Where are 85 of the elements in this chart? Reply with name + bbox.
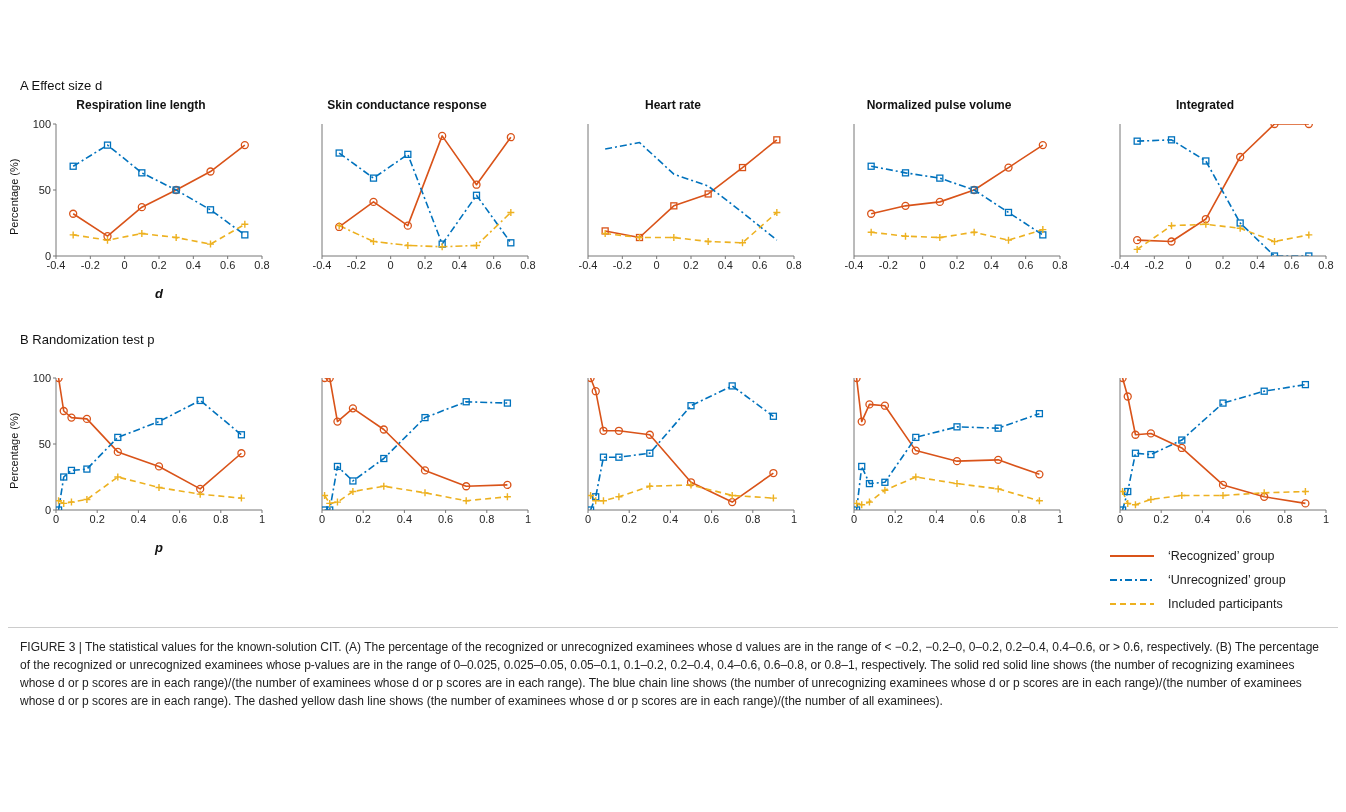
x-tick-label: 1	[524, 512, 532, 525]
x-tick-label: 0.8	[1011, 512, 1027, 525]
y-axis-title: Percentage (%)	[7, 158, 20, 235]
x-tick-label: 0.8	[213, 512, 229, 525]
x-tick-label: 0.8	[1318, 258, 1334, 271]
chart-title: Heart rate	[644, 98, 702, 114]
x-tick-label: 0.8	[1277, 512, 1293, 525]
x-tick-label: 0.8	[786, 258, 802, 271]
y-tick-label: 0	[44, 249, 51, 262]
legend-label: ‘Recognized’ group	[1168, 549, 1275, 563]
legend-label: Included participants	[1168, 597, 1283, 611]
x-tick-label: 0.8	[479, 512, 495, 525]
x-tick-label: 0.2	[1153, 512, 1169, 525]
x-tick-label: 0.6	[969, 512, 986, 525]
x-tick-label: 0.6	[703, 512, 720, 525]
x-tick-label: 0.4	[983, 258, 999, 271]
chart-title: Normalized pulse volume	[865, 98, 1013, 114]
x-tick-label: 0	[121, 258, 128, 271]
x-tick-label: 1	[790, 512, 798, 525]
x-tick-label: 0	[850, 512, 858, 525]
x-tick-label: -0.4	[578, 258, 598, 271]
y-tick-label: 50	[38, 437, 51, 450]
x-tick-label: 0.4	[451, 258, 467, 271]
x-tick-label: 0.6	[171, 512, 188, 525]
x-tick-label: 1	[1322, 512, 1330, 525]
text: B Randomization test p	[20, 332, 155, 347]
caption: FIGURE 3 | The statistical values for the known-solution CIT. (A) The percentage of the recognized or unrecognized examinees whose d values are in the range of < −0.2, −0.2–0, 0–0.2, 0.2–0.4, 0.4–0.6, or > 0.6, respectively. (B) The percentage of the recognized or unrecognized examinees whose p-values are in the range of 0–0.025, 0.025–0.05, 0.05–0.1, 0.1–0.2, 0.2–0.4, 0.4–0.6, 0.6–0.8, or 0.8–1, respectively. The solid red solid line shows (the number of recognizing examinees whose d or p scores are in each range)/(the number of examinees whose d or p scores are in each range). The blue chain line shows (the number of unrecognizing examinees whose d or p scores are in each range)/(the number of examinees whose d or p scores are in each range). The dashed yellow dash line shows (the number of examinees whose d or p scores are in each range)/(the number of all examinees).	[20, 639, 1320, 710]
x-tick-label: 0.8	[520, 258, 536, 271]
x-tick-label: 1	[258, 512, 266, 525]
x-tick-label: 0	[387, 258, 394, 271]
x-tick-label: 0.6	[752, 258, 768, 271]
x-tick-label: 0.8	[1052, 258, 1068, 271]
x-tick-label: 1	[1056, 512, 1064, 525]
x-axis-title: p	[154, 540, 164, 555]
x-tick-label: 0.2	[89, 512, 105, 525]
y-tick-label: 0	[44, 503, 51, 516]
x-tick-label: 0.6	[1018, 258, 1034, 271]
x-tick-label: 0.6	[1235, 512, 1252, 525]
chart-title: Respiration line length	[75, 98, 207, 114]
chart-title: Integrated	[1175, 98, 1235, 114]
legend-label: ‘Unrecognized’ group	[1168, 573, 1286, 587]
x-tick-label: 0.8	[254, 258, 270, 271]
y-axis-title: Percentage (%)	[7, 412, 20, 489]
x-tick-label: 0	[584, 512, 592, 525]
x-tick-label: -0.2	[878, 258, 898, 271]
x-tick-label: 0.2	[887, 512, 903, 525]
text: A Effect size d	[20, 78, 103, 93]
chart-title: Skin conductance response	[326, 98, 488, 114]
x-tick-label: 0.4	[717, 258, 733, 271]
x-tick-label: 0.4	[928, 512, 945, 525]
x-tick-label: 0.6	[1284, 258, 1300, 271]
x-tick-label: 0.4	[1194, 512, 1211, 525]
x-tick-label: -0.4	[1110, 258, 1130, 271]
x-tick-label: 0.4	[396, 512, 413, 525]
x-tick-label: 0	[1185, 258, 1192, 271]
x-tick-label: 0.6	[220, 258, 236, 271]
x-tick-label: 0.2	[949, 258, 965, 271]
x-tick-label: 0.4	[662, 512, 679, 525]
x-tick-label: 0.4	[185, 258, 201, 271]
y-tick-label: 50	[38, 183, 51, 196]
x-tick-label: 0.2	[355, 512, 371, 525]
x-tick-label: -0.2	[346, 258, 366, 271]
x-tick-label: 0.2	[683, 258, 699, 271]
x-axis-title: d	[155, 286, 165, 301]
x-tick-label: 0	[52, 512, 60, 525]
x-tick-label: 0.2	[1215, 258, 1231, 271]
x-tick-label: 0.6	[486, 258, 502, 271]
x-tick-label: 0.8	[745, 512, 761, 525]
x-tick-label: 0.2	[417, 258, 433, 271]
x-tick-label: -0.4	[844, 258, 864, 271]
y-tick-label: 100	[32, 117, 51, 130]
x-tick-label: 0	[653, 258, 660, 271]
x-tick-label: 0	[919, 258, 926, 271]
x-tick-label: 0.2	[151, 258, 167, 271]
x-tick-label: -0.2	[80, 258, 100, 271]
x-tick-label: -0.2	[612, 258, 632, 271]
x-tick-label: 0	[318, 512, 326, 525]
y-tick-label: 100	[32, 371, 51, 384]
x-tick-label: -0.2	[1144, 258, 1164, 271]
x-tick-label: 0.6	[437, 512, 454, 525]
x-tick-label: -0.4	[312, 258, 332, 271]
x-tick-label: 0.4	[1249, 258, 1265, 271]
x-tick-label: 0	[1116, 512, 1124, 525]
x-tick-label: 0.2	[621, 512, 637, 525]
x-tick-label: 0.4	[130, 512, 147, 525]
